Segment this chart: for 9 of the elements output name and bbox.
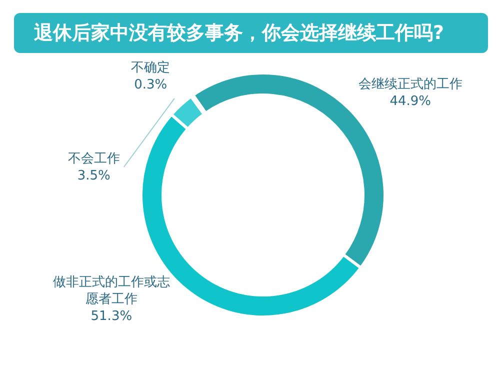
data-label: 3.5% [77,168,110,184]
slice-label: 做非正式的工作或志愿者工作 [52,274,170,307]
chart-title: 退休后家中没有较多事务，你会选择继续工作吗? [14,13,488,53]
slice-label: 不会工作 [68,151,120,166]
slice-label: 不确定 [131,60,170,76]
data-label: 51.3% [90,308,132,324]
slice-label: 会继续正式的工作 [358,76,462,92]
data-label: 0.3% [134,78,168,93]
data-label: 44.9% [390,94,432,109]
